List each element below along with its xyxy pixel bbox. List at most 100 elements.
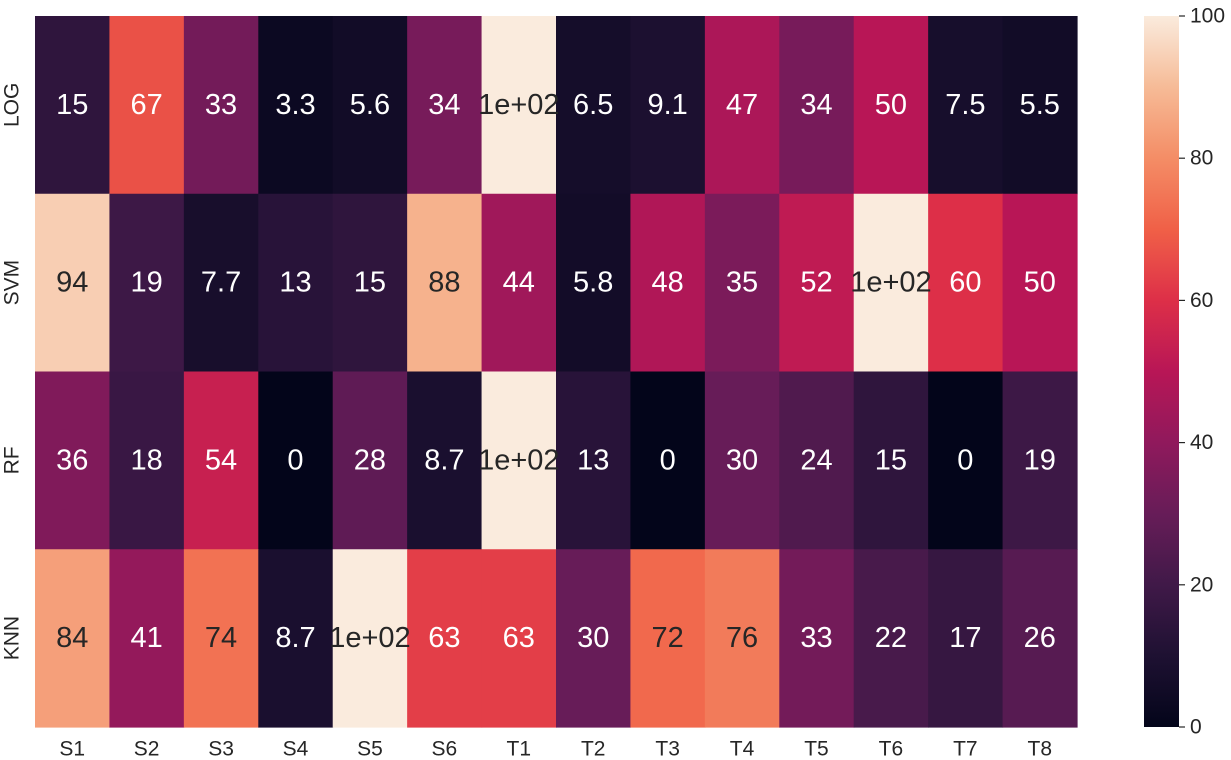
cell-annotation: 88 [428, 267, 460, 299]
heatmap-cells [35, 16, 1078, 728]
heatmap-cell-log-t7 [928, 16, 1004, 195]
heatmap-cell-log-t2 [556, 16, 632, 195]
heatmap-cell-log-t3 [630, 16, 706, 195]
x-tick-label-s1: S1 [59, 738, 85, 760]
heatmap-cell-rf-t2 [556, 371, 632, 550]
heatmap-cell-log-t8 [1002, 16, 1078, 195]
cell-annotation: 48 [652, 267, 684, 299]
heatmap-cell-svm-t6 [853, 193, 929, 373]
colorbar-tick-label-0: 0 [1190, 716, 1202, 739]
heatmap-cell-rf-s6 [407, 371, 483, 550]
cell-annotation: 60 [949, 267, 981, 299]
cell-annotation: 34 [428, 89, 460, 121]
colorbar-gradient [1144, 16, 1179, 727]
heatmap-cell-svm-s2 [109, 193, 185, 373]
cell-annotation: 50 [875, 89, 907, 121]
heatmap-cell-log-t5 [779, 16, 855, 195]
x-tick-label-t1: T1 [507, 738, 532, 760]
cell-annotation: 1e+02 [329, 622, 410, 654]
heatmap-cell-rf-s1 [35, 371, 111, 550]
cell-annotation: 30 [577, 622, 609, 654]
cell-annotation: 13 [577, 444, 609, 476]
heatmap-cell-svm-s5 [332, 193, 408, 373]
heatmap-annotations: 15 67 33 3.3 5.6 34 1e+02 6.5 9.1 47 34 50 7.5 5.5 94 1… [56, 89, 1060, 654]
cell-annotation: 47 [726, 89, 758, 121]
cell-annotation: 72 [652, 622, 684, 654]
cell-annotation: 50 [1024, 267, 1056, 299]
heatmap-cell-knn-t6 [853, 549, 929, 728]
heatmap-cell-knn-t8 [1002, 549, 1078, 728]
cell-annotation: 15 [354, 267, 386, 299]
cell-annotation: 8.7 [424, 444, 464, 476]
cell-annotation: 35 [726, 267, 758, 299]
heatmap-cell-log-s6 [407, 16, 483, 195]
heatmap-cell-knn-t7 [928, 549, 1004, 728]
heatmap-cell-knn-s2 [109, 549, 185, 728]
x-tick-label-t3: T3 [655, 738, 680, 760]
heatmap-cell-log-s4 [258, 16, 334, 195]
heatmap-cell-svm-t5 [779, 193, 855, 373]
cell-annotation: 8.7 [275, 622, 315, 654]
cell-annotation: 0 [660, 444, 676, 476]
cell-annotation: 33 [205, 89, 237, 121]
heatmap-cell-knn-s1 [35, 549, 111, 728]
cell-annotation: 34 [800, 89, 832, 121]
cell-annotation: 19 [1024, 444, 1056, 476]
heatmap-cell-svm-t1 [481, 193, 557, 373]
heatmap-cell-rf-t1 [481, 371, 557, 550]
cell-annotation: 0 [957, 444, 973, 476]
cell-annotation: 6.5 [573, 89, 613, 121]
x-tick-label-t8: T8 [1028, 738, 1053, 760]
cell-annotation: 22 [875, 622, 907, 654]
heatmap-cell-svm-t3 [630, 193, 706, 373]
cell-annotation: 41 [131, 622, 163, 654]
heatmap-cell-rf-t4 [704, 371, 780, 550]
heatmap-cell-rf-t3 [630, 371, 706, 550]
cell-annotation: 44 [503, 267, 535, 299]
heatmap-cell-log-t4 [704, 16, 780, 195]
cell-annotation: 28 [354, 444, 386, 476]
y-tick-label-knn: KNN [1, 616, 24, 660]
heatmap-cell-knn-s6 [407, 549, 483, 728]
cell-annotation: 36 [56, 444, 88, 476]
heatmap-cell-knn-t3 [630, 549, 706, 728]
cell-annotation: 19 [131, 267, 163, 299]
cell-annotation: 5.5 [1020, 89, 1060, 121]
heatmap-cell-rf-s5 [332, 371, 408, 550]
heatmap-cell-knn-t2 [556, 549, 632, 728]
x-tick-label-s6: S6 [432, 738, 458, 760]
cell-annotation: 33 [800, 622, 832, 654]
heatmap-cell-rf-t6 [853, 371, 929, 550]
cell-annotation: 67 [131, 89, 163, 121]
cell-annotation: 84 [56, 622, 88, 654]
cell-annotation: 7.5 [945, 89, 985, 121]
heatmap-cell-knn-t5 [779, 549, 855, 728]
heatmap-cell-svm-s3 [183, 193, 259, 373]
cell-annotation: 5.8 [573, 267, 613, 299]
heatmap-cell-svm-t4 [704, 193, 780, 373]
heatmap-cell-rf-s3 [183, 371, 259, 550]
x-tick-label-s4: S4 [283, 738, 309, 760]
heatmap-cell-rf-t5 [779, 371, 855, 550]
heatmap-cell-log-t6 [853, 16, 929, 195]
y-axis-tick-labels: LOG SVM RF KNN [1, 83, 24, 661]
cell-annotation: 15 [875, 444, 907, 476]
x-tick-label-t2: T2 [581, 738, 606, 760]
heatmap-cell-rf-t8 [1002, 371, 1078, 550]
heatmap-cell-knn-s4 [258, 549, 334, 728]
cell-annotation: 3.3 [275, 89, 315, 121]
cell-annotation: 13 [279, 267, 311, 299]
cell-annotation: 0 [287, 444, 303, 476]
heatmap-cell-svm-s1 [35, 193, 111, 373]
x-tick-label-s2: S2 [134, 738, 160, 760]
heatmap-cell-rf-s2 [109, 371, 185, 550]
cell-annotation: 15 [56, 89, 88, 121]
x-tick-label-t7: T7 [953, 738, 978, 760]
cell-annotation: 74 [205, 622, 237, 654]
colorbar-tick-label-40: 40 [1190, 431, 1213, 454]
cell-annotation: 54 [205, 444, 237, 476]
cell-annotation: 26 [1024, 622, 1056, 654]
cell-annotation: 52 [800, 267, 832, 299]
x-tick-label-s3: S3 [208, 738, 234, 760]
